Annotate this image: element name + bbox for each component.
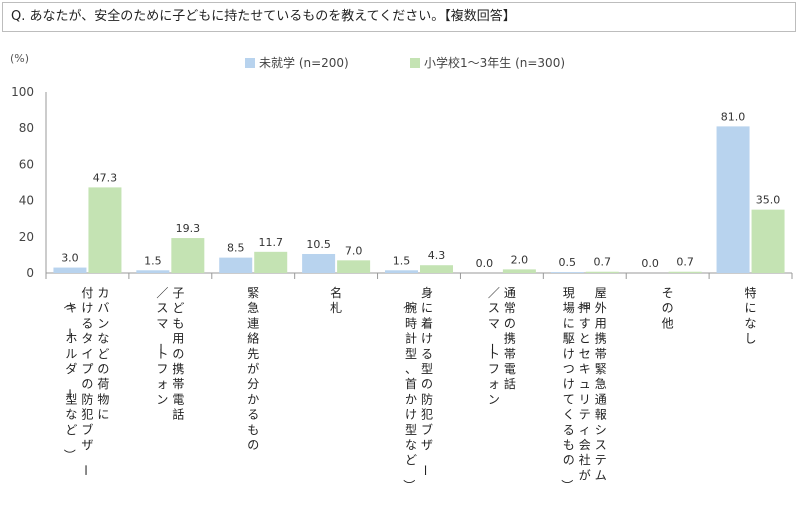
- bar: [420, 265, 453, 273]
- data-label: 1.5: [144, 254, 162, 267]
- bar: [53, 267, 87, 273]
- data-label: 0.0: [476, 257, 494, 270]
- bar: [668, 271, 702, 273]
- y-tick-label: 100: [11, 85, 34, 99]
- legend-label: 小学校1〜3年生 (n=300): [424, 55, 565, 70]
- y-tick-label: 0: [26, 266, 34, 280]
- bar: [550, 272, 584, 273]
- data-label: 2.0: [511, 253, 529, 266]
- y-tick-label: 40: [19, 194, 34, 208]
- category-label: （押すとセキュリティ会社が: [576, 297, 591, 482]
- category-label: 緊急連絡先が分かるもの: [247, 286, 259, 452]
- bar: [171, 238, 205, 273]
- category-label: 子ども用の携帯電話: [172, 286, 184, 422]
- data-label: 81.0: [721, 110, 746, 123]
- data-label: 0.7: [676, 256, 694, 269]
- category-label: その他: [662, 286, 674, 330]
- bar: [136, 270, 170, 273]
- category-label: 付けるタイプの防犯ブザー: [78, 286, 93, 476]
- data-label: 0.7: [594, 256, 612, 269]
- legend-label: 未就学 (n=200): [259, 55, 349, 70]
- data-label: 7.0: [345, 244, 363, 257]
- category-label: 特になし: [745, 285, 757, 346]
- y-tick-label: 20: [19, 230, 34, 244]
- bar: [302, 253, 336, 273]
- legend-swatch: [410, 58, 420, 68]
- category-label: 身に着ける型の防犯ブザー: [418, 285, 433, 476]
- data-label: 0.0: [641, 257, 659, 270]
- category-label: 屋外用携帯緊急通報システム: [595, 286, 607, 482]
- category-label: ／スマートフォン: [153, 286, 168, 406]
- bar: [254, 251, 288, 273]
- bar: [716, 126, 750, 273]
- data-label: 0.5: [559, 256, 577, 269]
- bar: [502, 269, 536, 273]
- category-label: カバンなどの荷物に: [97, 286, 109, 422]
- data-label: 35.0: [756, 194, 781, 207]
- data-label: 19.3: [176, 222, 201, 235]
- category-label: 現場に駆けつけてくるもの）: [560, 286, 575, 491]
- bar: [88, 187, 122, 273]
- bar: [219, 257, 253, 273]
- bar: [385, 270, 418, 273]
- data-label: 11.7: [258, 236, 283, 249]
- bar: [585, 271, 619, 273]
- y-unit-label: (%): [10, 52, 29, 65]
- data-label: 4.3: [428, 249, 446, 262]
- category-label: 名札: [330, 285, 342, 315]
- category-label: ／スマートフォン: [485, 286, 500, 406]
- question-title: Q. あなたが、安全のために子どもに持たせているものを教えてください。【複数回答…: [2, 2, 796, 32]
- bar: [751, 209, 785, 273]
- data-label: 8.5: [227, 242, 245, 255]
- data-label: 1.5: [393, 254, 411, 267]
- data-label: 47.3: [93, 171, 118, 184]
- legend-swatch: [245, 58, 255, 68]
- data-label: 3.0: [61, 252, 79, 265]
- category-label: （キーホルダー型など）: [62, 297, 77, 461]
- category-label: 通常の携帯電話: [504, 286, 516, 391]
- bar: [337, 260, 371, 273]
- y-tick-label: 60: [19, 157, 34, 171]
- y-tick-label: 80: [19, 121, 34, 135]
- data-label: 10.5: [306, 238, 331, 251]
- category-label: （腕時計型、首かけ型など）: [402, 297, 417, 491]
